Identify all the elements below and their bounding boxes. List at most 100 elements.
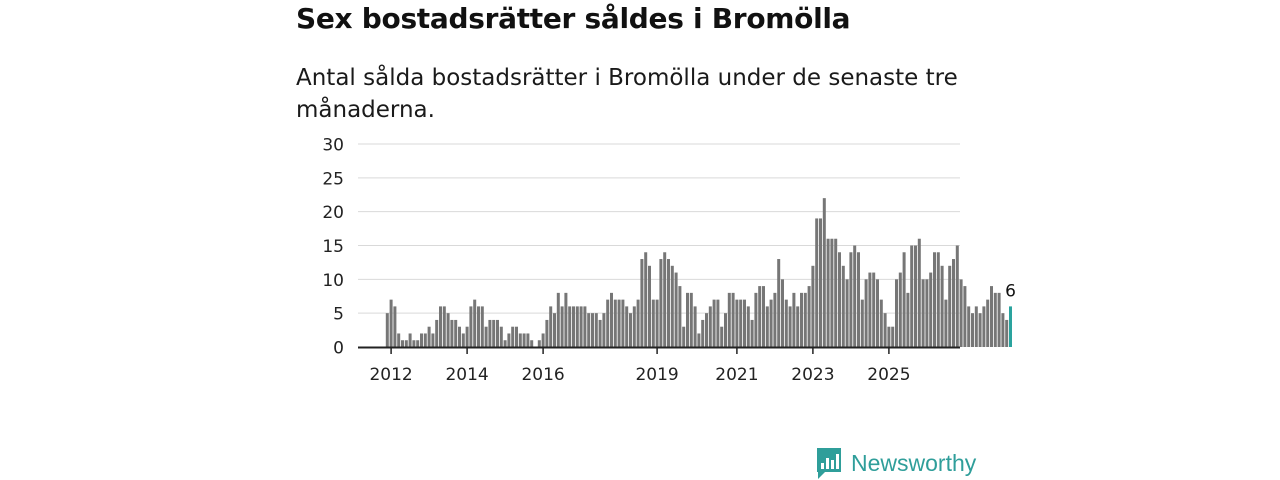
bar [446,313,450,347]
bar [537,340,541,347]
bar [442,306,446,347]
bar [982,306,986,347]
x-tick-label: 2025 [867,365,910,385]
newsworthy-brand[interactable]: Newsworthy [815,446,976,480]
bar [564,292,568,347]
bar [917,238,921,347]
bar [659,259,663,347]
bar [724,313,727,347]
bar [594,313,598,347]
bar [826,238,830,347]
bar [936,252,940,347]
bar-highlight [1009,306,1012,347]
bar [412,340,416,347]
bar [841,265,845,347]
bar [526,333,530,347]
bar [822,198,826,347]
bar [895,279,898,347]
bar [765,306,769,347]
bar [758,286,762,347]
bar [796,306,800,347]
bar [803,292,807,347]
bar [431,333,435,347]
bar [963,286,967,347]
bar [819,218,822,347]
bar [872,272,876,347]
bar [640,259,644,347]
bar [499,326,503,347]
bar [902,252,906,347]
bar [925,279,929,347]
bar [663,252,667,347]
bar [575,306,579,347]
bar [625,306,629,347]
bar [496,319,499,347]
bar [860,299,864,347]
bar-chart-speech-bubble-icon [817,448,841,479]
bar [401,340,404,347]
bar [784,299,788,347]
bar [560,306,564,347]
bar [739,299,743,347]
bar [621,299,625,347]
bar [549,306,553,347]
bar [720,326,724,347]
y-tick-label: 30 [322,136,344,156]
bar [423,333,427,347]
bar [454,319,458,347]
y-tick-label: 20 [322,203,344,223]
bar [689,292,693,347]
x-axis-ticks: 2012 2014 2016 2019 2021 2023 2025 [369,348,911,385]
bar [518,333,522,347]
bar [910,245,914,347]
bar [389,299,393,347]
bar [857,252,860,347]
bar [648,265,651,347]
bar [777,259,781,347]
bar [990,286,993,347]
bar [670,265,674,347]
bar [503,340,507,347]
bar [705,313,708,347]
bar [743,299,746,347]
bar [484,326,488,347]
bar [553,313,556,347]
bar [959,279,963,347]
bar [617,299,621,347]
bar [678,286,682,347]
bar [781,279,784,347]
x-tick-label: 2021 [715,365,758,385]
bar [731,292,735,347]
bar [579,306,583,347]
bar [572,306,575,347]
bar [754,292,758,347]
bar [750,319,754,347]
bar [708,306,712,347]
bar [952,259,955,347]
bar [385,313,389,347]
last-value-label: 6 [1005,281,1016,301]
bar [701,319,705,347]
bar [651,299,655,347]
bar [971,313,974,347]
chart-title: Sex bostadsrätter såldes i Bromölla [296,2,851,35]
bar [948,265,952,347]
bar [655,299,659,347]
y-tick-label: 25 [322,169,344,189]
bar [610,292,613,347]
bar [667,259,670,347]
bar [686,292,689,347]
bar [541,333,545,347]
bar [746,306,750,347]
bar [397,333,401,347]
bar [887,326,891,347]
bar [613,299,617,347]
bar [940,265,944,347]
bar [480,306,484,347]
bar [598,319,602,347]
bar [458,326,461,347]
bar [632,306,636,347]
y-axis-ticks: 0 5 10 15 20 25 30 [322,136,344,359]
bar [849,252,853,347]
